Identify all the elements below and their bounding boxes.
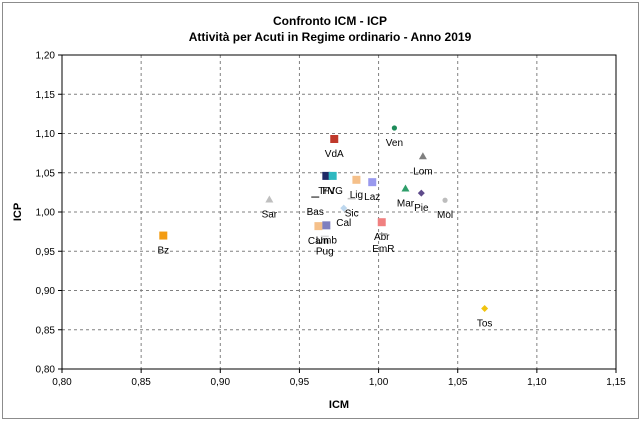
- x-axis-label: ICM: [329, 399, 349, 411]
- chart-title: Confronto ICM - ICP: [273, 14, 387, 28]
- y-tick-label: 1,10: [36, 129, 56, 140]
- data-point-lig: [352, 175, 361, 184]
- data-point-bas: [311, 196, 320, 198]
- point-label-trn: TrN: [318, 186, 334, 197]
- point-label-abr: Abr: [374, 232, 390, 243]
- data-point-fvg: [328, 171, 337, 180]
- data-point-emr: [379, 233, 388, 235]
- x-tick-label: 0,90: [211, 377, 231, 388]
- y-tick-label: 1,15: [36, 90, 56, 101]
- point-label-vda: VdA: [325, 149, 344, 160]
- point-label-lom: Lom: [413, 166, 432, 177]
- y-axis-label: ICP: [12, 203, 24, 221]
- point-label-cal: Cal: [336, 218, 351, 229]
- data-point-mar: [401, 184, 410, 192]
- y-tick-label: 0,95: [36, 247, 56, 258]
- point-label-laz: Laz: [364, 192, 380, 203]
- tick-labels: 0,80 0,85 0,90 0,95 1,00 1,05 1,10 1,15 0,80 0,85…: [36, 51, 627, 389]
- x-tick-label: 1,00: [369, 377, 389, 388]
- data-point-abr: [377, 218, 386, 227]
- data-point-pug: [320, 235, 329, 238]
- x-tick-label: 1,05: [448, 377, 468, 388]
- data-point-ven: [391, 125, 397, 131]
- data-point-laz: [368, 178, 377, 187]
- point-label-pug: Pug: [316, 246, 334, 257]
- data-point-cam: [314, 222, 323, 231]
- data-point-sar: [265, 195, 274, 203]
- point-label-umb: Umb: [316, 235, 338, 246]
- x-tick-label: 1,10: [527, 377, 547, 388]
- point-label-sic: Sic: [345, 209, 359, 220]
- chart-subtitle: Attività per Acuti in Regime ordinario -…: [189, 30, 472, 44]
- data-point-pie: [417, 189, 425, 197]
- data-point-umb: [322, 221, 331, 230]
- y-tick-label: 0,80: [36, 365, 56, 376]
- data-point-sic: [347, 197, 356, 200]
- point-label-mar: Mar: [397, 198, 415, 209]
- point-label-mol: Mol: [437, 210, 453, 221]
- data-point-tos: [481, 305, 489, 313]
- y-tick-label: 0,90: [36, 286, 56, 297]
- x-tick-label: 0,80: [52, 377, 72, 388]
- x-tick-label: 0,85: [131, 377, 151, 388]
- point-label-tos: Tos: [477, 319, 493, 330]
- y-tick-label: 1,00: [36, 208, 56, 219]
- data-point-vda: [330, 134, 339, 143]
- point-label-cam: Cam: [308, 236, 329, 247]
- point-label-ven: Ven: [386, 138, 403, 149]
- data-point-mol: [442, 197, 448, 203]
- data-point-lom: [418, 152, 427, 160]
- chart-frame: [2, 2, 639, 419]
- x-tick-label: 1,15: [606, 377, 626, 388]
- point-label-bz: Bz: [157, 246, 169, 257]
- y-tick-label: 0,85: [36, 325, 56, 336]
- x-tick-label: 0,95: [290, 377, 310, 388]
- data-point-trn: [322, 171, 331, 180]
- point-label-lig: Lig: [350, 190, 363, 201]
- data-point-cal: [340, 204, 348, 212]
- y-tick-label: 1,20: [36, 51, 56, 62]
- point-label-pie: Pie: [414, 203, 429, 214]
- grid-lines: [58, 54, 617, 373]
- point-label-bas: Bas: [307, 207, 324, 218]
- y-tick-label: 1,05: [36, 168, 56, 179]
- point-label-emr: EmR: [372, 244, 394, 255]
- point-label-fvg: FVG: [322, 186, 343, 197]
- data-point-bz: [159, 231, 168, 240]
- plot-area: [61, 54, 617, 370]
- point-label-sar: Sar: [262, 209, 278, 220]
